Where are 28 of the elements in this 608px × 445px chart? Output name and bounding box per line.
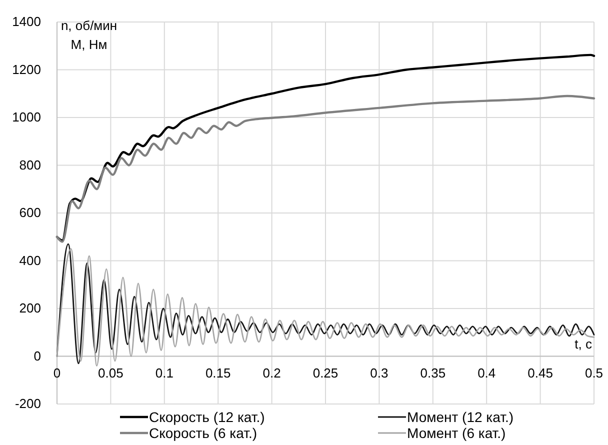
y-tick-label: 600: [19, 205, 41, 220]
y-tick-label: 1200: [12, 62, 41, 77]
x-tick-label: 0.2: [262, 365, 281, 380]
y-tick-label: 0: [34, 348, 41, 364]
x-axis-title: t, с: [574, 336, 592, 352]
x-tick-label: 0.3: [370, 365, 388, 380]
y-tick-label: 200: [19, 300, 41, 316]
legend-label: Скорость (6 кат.): [149, 425, 258, 441]
line-series: [56, 54, 596, 242]
line-series: [56, 94, 596, 243]
y-tick-label: 1400: [12, 14, 41, 30]
x-tick-label: 0.4: [478, 365, 496, 380]
y-tick-label: 1000: [12, 110, 41, 125]
x-tick-label: 0.35: [420, 365, 446, 380]
y-tick-label: -200: [14, 396, 41, 412]
x-tick-label: 0.15: [205, 365, 231, 380]
x-tick-label: 0: [53, 365, 61, 380]
x-tick-label: 0.25: [312, 365, 338, 380]
x-tick-label: 0.05: [98, 365, 124, 380]
x-tick-label: 0.5: [584, 365, 604, 380]
y-tick-label: 400: [19, 252, 41, 268]
x-tick-label: 0.1: [155, 365, 174, 380]
y-tick-label: 800: [19, 157, 41, 172]
legend-label: Момент (12 кат.): [407, 409, 514, 425]
legend-label: Момент (6 кат.): [407, 425, 506, 441]
x-tick-label: 0.45: [528, 365, 553, 380]
legend-label: Скорость (12 кат.): [149, 409, 265, 425]
y-axis-title: n, об/мин M, Нм: [60, 18, 118, 52]
